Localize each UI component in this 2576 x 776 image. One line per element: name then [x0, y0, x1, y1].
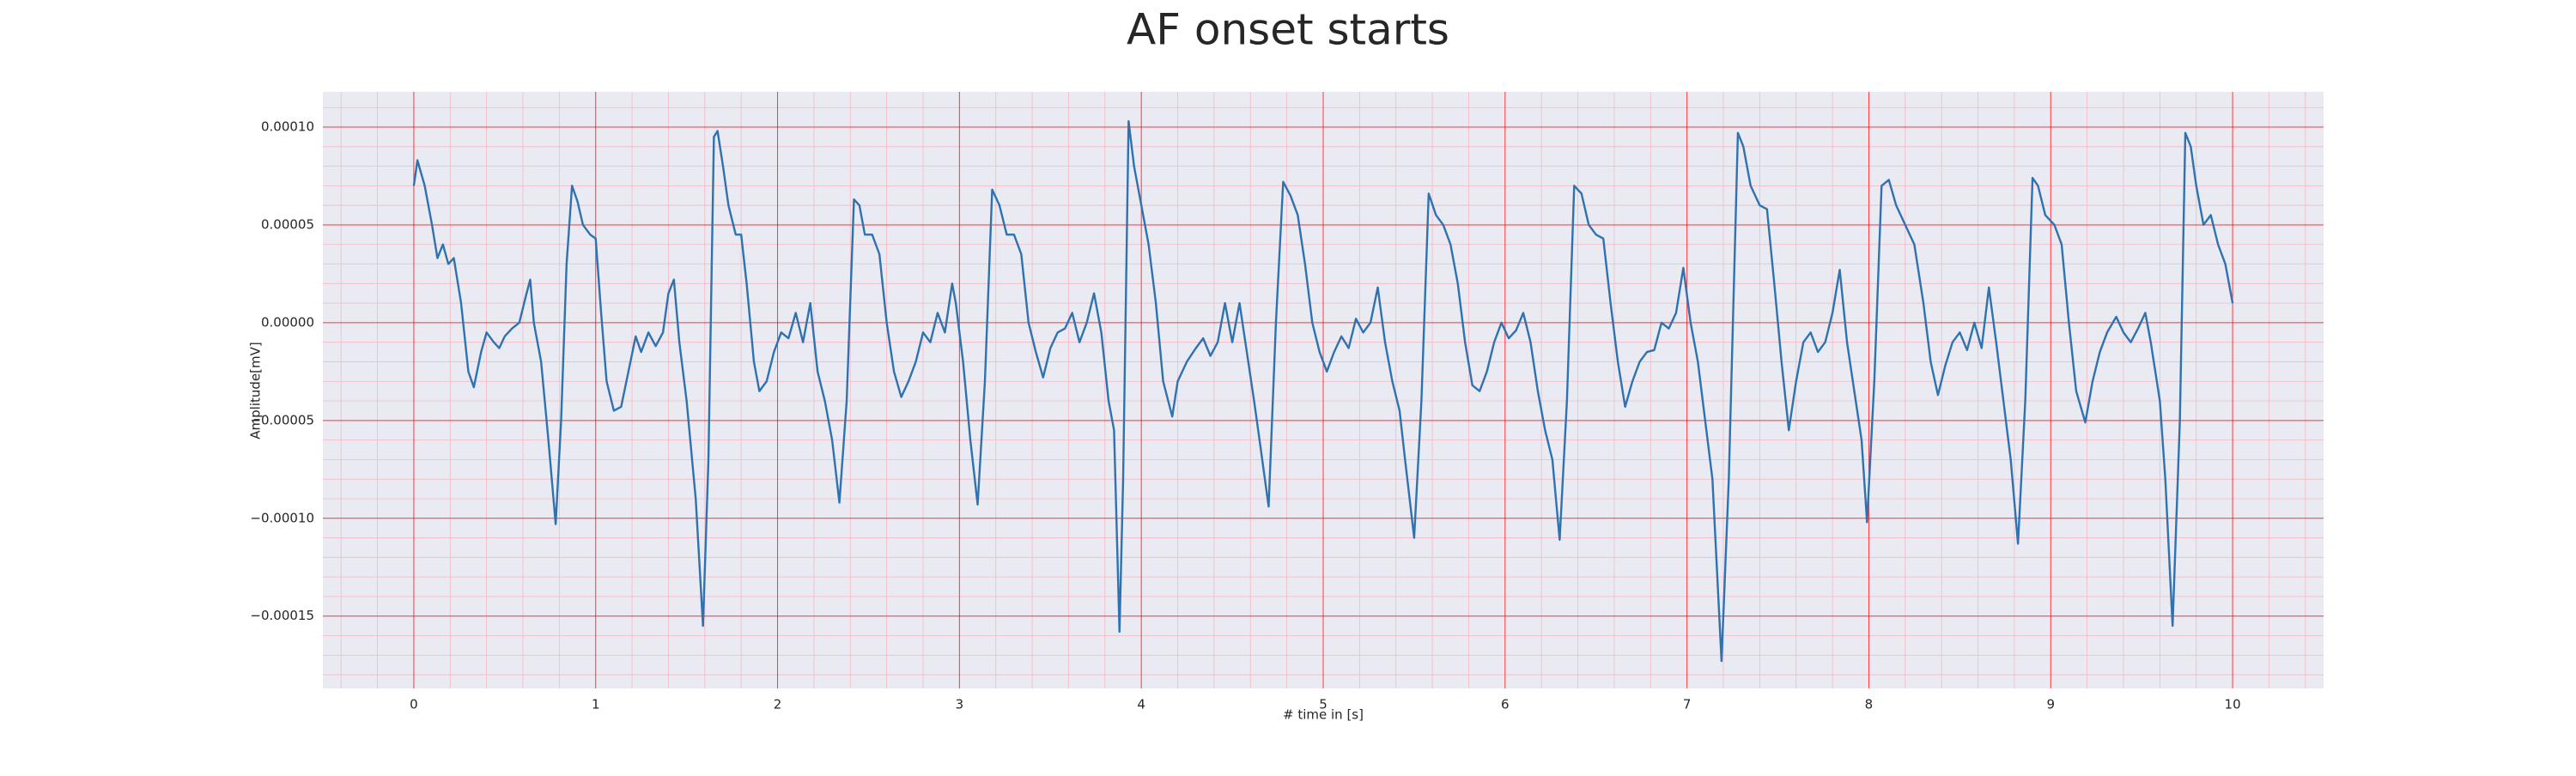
x-tick-label: 8 [1865, 697, 1874, 712]
y-tick-label: 0.00000 [261, 314, 314, 330]
y-tick-label: −0.00005 [250, 412, 314, 427]
x-tick-label: 0 [410, 697, 418, 712]
x-tick-label: 10 [2225, 697, 2241, 712]
y-tick-label: −0.00015 [250, 608, 314, 623]
x-tick-label: 4 [1137, 697, 1145, 712]
y-axis-label: Amplitude[mV] [248, 342, 264, 439]
series-line [412, 119, 2234, 663]
chart-title: AF onset starts [1127, 5, 1449, 55]
x-tick-label: 1 [592, 697, 600, 712]
x-tick-label: 9 [2046, 697, 2055, 712]
x-axis-label: # time in [s] [1283, 707, 1364, 723]
y-tick-label: 0.00010 [261, 119, 314, 135]
y-tick-label: 0.00005 [261, 216, 314, 232]
x-tick-label: 7 [1683, 697, 1692, 712]
x-tick-label: 6 [1501, 697, 1510, 712]
x-tick-label: 5 [1319, 697, 1327, 712]
x-tick-label: 2 [774, 697, 782, 712]
y-tick-label: −0.00010 [250, 510, 314, 525]
x-tick-label: 3 [956, 697, 964, 712]
